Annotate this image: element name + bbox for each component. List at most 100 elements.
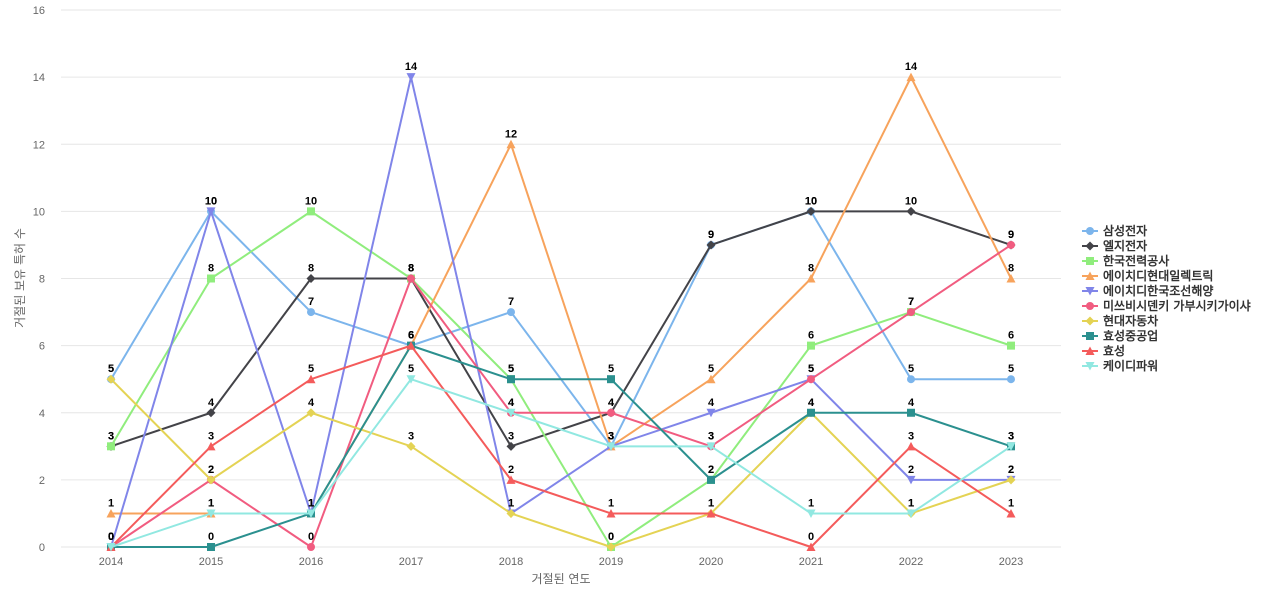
data-point	[206, 207, 216, 216]
data-label: 3	[408, 430, 414, 442]
data-label: 14	[405, 61, 418, 73]
series-line	[110, 344, 1012, 548]
series-line	[110, 378, 1012, 548]
data-label: 1	[708, 497, 714, 509]
data-label: 5	[108, 363, 114, 375]
legend-item[interactable]: 미쓰비시덴키 가부시키가이샤	[1082, 298, 1251, 313]
data-label: 8	[308, 263, 314, 275]
legend-label: 케이디파워	[1103, 358, 1158, 373]
data-point	[1007, 341, 1015, 350]
data-label: 2	[208, 464, 214, 476]
series-1	[107, 207, 1015, 451]
x-tick-label: 2021	[799, 556, 823, 568]
data-label: 3	[708, 430, 714, 442]
data-point	[206, 509, 216, 518]
data-point	[906, 72, 916, 82]
x-tick-label: 2023	[999, 556, 1023, 568]
legend-item[interactable]: 현대자동차	[1082, 313, 1158, 328]
data-label: 6	[408, 330, 414, 342]
data-point	[706, 442, 716, 451]
data-label: 6	[408, 330, 414, 342]
data-label: 5	[508, 363, 514, 375]
data-point	[707, 475, 715, 484]
x-tick-label: 2018	[499, 556, 523, 568]
series-line	[110, 76, 1011, 548]
data-label: 1	[308, 497, 314, 509]
data-label: 8	[408, 263, 414, 275]
legend-item[interactable]: 효성중공업	[1082, 329, 1158, 343]
data-label: 4	[308, 397, 315, 409]
data-point	[806, 509, 816, 518]
data-point	[607, 408, 615, 417]
data-label: 4	[208, 397, 215, 409]
y-tick-label: 16	[33, 5, 45, 17]
data-point	[1007, 375, 1015, 384]
legend-item[interactable]: 에이치디한국조선해양	[1082, 283, 1213, 298]
data-point	[807, 408, 815, 417]
y-tick-label: 2	[39, 475, 45, 487]
legend-marker	[1085, 346, 1095, 355]
data-label: 9	[1008, 229, 1014, 241]
legend-label: 미쓰비시덴키 가부시키가이샤	[1103, 298, 1251, 313]
data-label: 2	[708, 464, 714, 476]
data-label: 7	[308, 296, 314, 308]
legend-item[interactable]: 삼성전자	[1082, 223, 1147, 238]
gridlines	[61, 9, 1061, 548]
data-label: 4	[608, 397, 615, 409]
data-label: 5	[108, 363, 114, 375]
data-label: 4	[808, 397, 815, 409]
y-tick-label: 8	[39, 274, 45, 286]
data-label: 2	[1008, 464, 1014, 476]
series-layer	[106, 72, 1016, 552]
data-point	[907, 375, 915, 384]
data-label: 4	[908, 397, 915, 409]
series-line	[110, 210, 1012, 548]
data-label: 12	[505, 128, 517, 140]
data-point	[207, 274, 215, 283]
data-point	[1007, 240, 1015, 249]
data-point	[506, 508, 516, 518]
y-tick-label: 10	[33, 206, 45, 218]
data-point	[606, 508, 616, 518]
data-label: 6	[408, 330, 414, 342]
data-label: 0	[108, 531, 114, 543]
data-label: 6	[808, 330, 814, 342]
data-label: 3	[608, 430, 614, 442]
data-label: 1	[308, 497, 314, 509]
data-label: 3	[1008, 430, 1014, 442]
data-point	[506, 475, 516, 484]
data-point	[107, 442, 115, 451]
data-label: 1	[208, 497, 214, 509]
data-label: 10	[205, 195, 217, 207]
data-label: 0	[808, 531, 814, 543]
legend-label: 현대자동차	[1103, 313, 1158, 328]
data-label: 0	[108, 531, 114, 543]
legend-item[interactable]: 한국전력공사	[1082, 253, 1169, 268]
x-tick-label: 2022	[899, 556, 923, 568]
series-line	[110, 210, 1011, 448]
x-tick-label: 2019	[599, 556, 623, 568]
legend-item[interactable]: 효성	[1082, 344, 1125, 358]
legend-label: 에이치디한국조선해양	[1103, 283, 1213, 298]
data-label: 3	[108, 430, 114, 442]
data-label: 8	[408, 263, 414, 275]
legend-marker	[1085, 362, 1095, 371]
data-point	[1006, 475, 1016, 485]
series-4	[106, 72, 1016, 518]
data-label: 3	[508, 430, 514, 442]
data-label: 1	[608, 497, 614, 509]
legend-item[interactable]: 케이디파워	[1082, 358, 1158, 373]
series-9	[106, 341, 1016, 551]
data-point	[706, 240, 716, 250]
data-label: 1	[708, 497, 714, 509]
x-axis-ticks: 2014 2015 2016 2017 2018 2019 2020 2021 2022 2023	[99, 556, 1023, 568]
series-6	[107, 240, 1015, 551]
legend-item[interactable]: 엘지전자	[1082, 238, 1147, 253]
data-point	[506, 139, 516, 149]
legend-item[interactable]: 에이치디현대일렉트릭	[1082, 268, 1213, 283]
legend-label: 에이치디현대일렉트릭	[1103, 268, 1213, 283]
legend-marker	[1086, 302, 1094, 310]
data-point	[806, 542, 816, 551]
legend-label: 엘지전자	[1103, 238, 1147, 253]
